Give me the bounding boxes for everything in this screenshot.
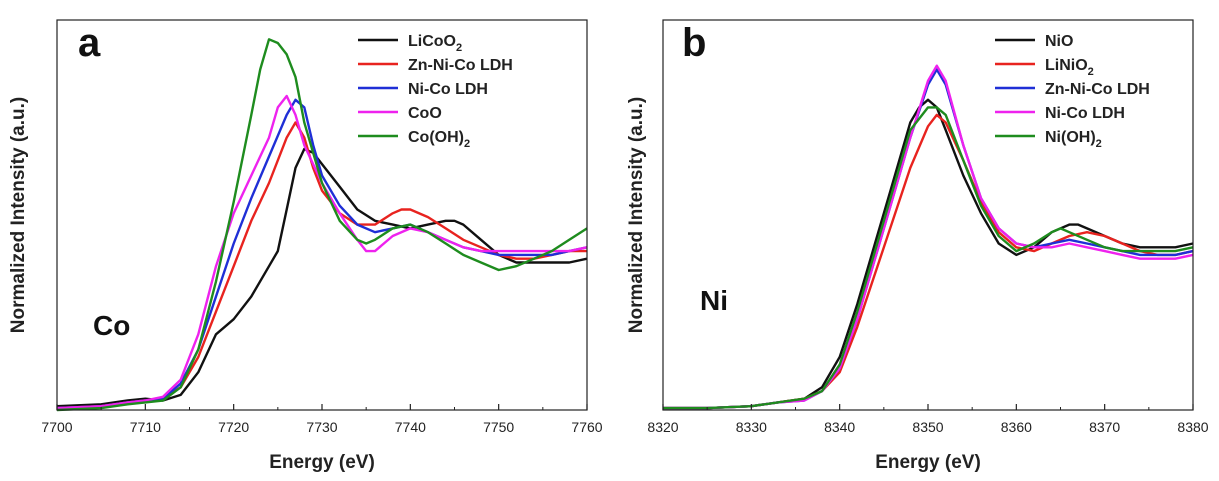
legend-label-b-2: Zn-Ni-Co LDH <box>1045 81 1150 98</box>
x-tick-label-a-3: 7730 <box>306 419 337 435</box>
x-tick-label-b-2: 8340 <box>824 419 855 435</box>
chart-panel-a: 7700 7710 7720 7730 7740 7750 7760 Energy (eV) N… <box>8 19 603 473</box>
x-tick-label-a-1: 7710 <box>130 419 161 435</box>
x-tick-label-b-6: 8380 <box>1177 419 1208 435</box>
y-axis-title-a: Normalized Intensity (a.u.) <box>8 97 29 333</box>
x-tick-label-b-5: 8370 <box>1089 419 1120 435</box>
legend-label-a-0: LiCoO2 <box>408 33 462 54</box>
legend-label-b-4: Ni(OH)2 <box>1045 129 1102 150</box>
series-line-a-4 <box>56 38 588 412</box>
legend-label-a-1: Zn-Ni-Co LDH <box>408 57 513 74</box>
y-axis-title-b: Normalized Intensity (a.u.) <box>626 97 647 333</box>
legend-label-b-1: LiNiO2 <box>1045 57 1094 78</box>
x-tick-label-b-3: 8350 <box>912 419 943 435</box>
plot-frame-a <box>56 19 588 411</box>
x-tick-label-a-4: 7740 <box>395 419 426 435</box>
panel-letter-b: b <box>682 21 706 65</box>
series-line-a-2 <box>56 98 588 410</box>
element-label-a: Co <box>93 310 130 341</box>
element-label-b: Ni <box>700 285 728 316</box>
x-tick-label-b-4: 8360 <box>1001 419 1032 435</box>
series-line-b-4 <box>663 106 1194 410</box>
x-tick-label-a-5: 7750 <box>483 419 514 435</box>
x-axis-title-b: Energy (eV) <box>875 452 981 473</box>
legend-label-b-3: Ni-Co LDH <box>1045 105 1125 122</box>
x-tick-label-b-1: 8330 <box>736 419 767 435</box>
legend-label-a-2: Ni-Co LDH <box>408 81 488 98</box>
legend-label-b-0: NiO <box>1045 33 1073 50</box>
x-tick-label-a-2: 7720 <box>218 419 249 435</box>
x-tick-label-a-6: 7760 <box>571 419 602 435</box>
chart-panel-b: 8320 8330 8340 8350 8360 8370 8380 Energy (eV) N… <box>626 19 1209 473</box>
x-tick-label-a-0: 7700 <box>41 419 72 435</box>
x-tick-label-b-0: 8320 <box>647 419 678 435</box>
series-line-b-1 <box>663 113 1194 410</box>
x-axis-title-a: Energy (eV) <box>269 452 375 473</box>
legend-label-a-4: Co(OH)2 <box>408 129 470 150</box>
series-line-a-3 <box>56 94 588 410</box>
panel-letter-a: a <box>78 21 101 65</box>
legend-label-a-3: CoO <box>408 105 442 122</box>
plot-frame-b <box>662 19 1194 411</box>
